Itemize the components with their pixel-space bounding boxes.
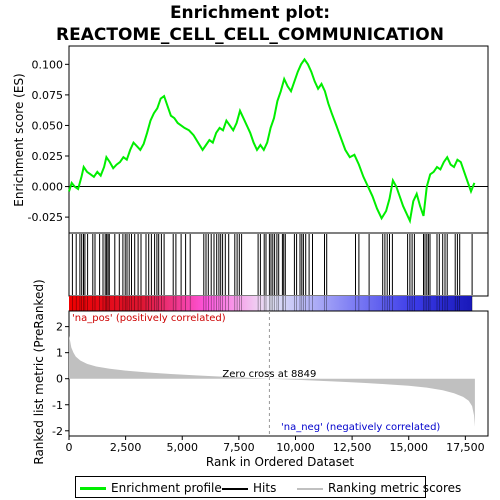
rank-colorbar bbox=[69, 296, 473, 311]
metric-y-tick-label: 0 bbox=[56, 373, 63, 386]
metric-x-tick-label: 17,500 bbox=[446, 441, 485, 454]
metric-y-tick-label: -2 bbox=[52, 425, 63, 438]
legend-profile-label: Enrichment profile bbox=[111, 481, 222, 495]
metric-y-tick-label: 1 bbox=[56, 347, 63, 360]
metric-x-axis: 0 2,500 5,000 7,500 10,000 12,500 15,000 17,500 bbox=[66, 436, 485, 454]
es-panel: -0.025 0.000 0.025 0.050 0.075 0.100 Enrichme… bbox=[12, 45, 489, 234]
legend-item-profile: Enrichment profile bbox=[80, 480, 222, 496]
legend-item-hits: Hits bbox=[222, 480, 276, 496]
es-y-tick-label: 0.100 bbox=[32, 58, 64, 71]
legend-item-metric: Ranking metric scores bbox=[297, 480, 461, 496]
legend-hits-swatch bbox=[222, 487, 248, 490]
metric-y-axis: -2 -1 0 1 2 bbox=[52, 321, 69, 438]
colorbar-hit-markers bbox=[72, 296, 473, 311]
metric-x-tick-label: 2,500 bbox=[110, 441, 142, 454]
metric-x-tick-label: 15,000 bbox=[389, 441, 428, 454]
zero-cross-label: Zero cross at 8849 bbox=[222, 369, 316, 380]
legend-hits-label: Hits bbox=[253, 481, 277, 495]
metric-plot-frame bbox=[68, 310, 489, 437]
es-y-axis-label: Enrichment score (ES) bbox=[12, 73, 26, 206]
colorbar-gradient bbox=[69, 296, 472, 311]
metric-x-tick-label: 7,500 bbox=[223, 441, 255, 454]
es-y-axis: -0.025 0.000 0.025 0.050 0.075 0.100 bbox=[28, 58, 69, 224]
neg-correlated-label: 'na_neg' (negatively correlated) bbox=[281, 422, 440, 433]
es-y-tick-label: 0.050 bbox=[32, 119, 64, 132]
es-y-tick-label: 0.075 bbox=[32, 89, 64, 102]
metric-x-tick-label: 12,500 bbox=[333, 441, 372, 454]
legend-metric-label: Ranking metric scores bbox=[328, 481, 462, 495]
chart-title-line-1: Enrichment plot: bbox=[170, 3, 330, 23]
es-y-tick-label: -0.025 bbox=[28, 211, 63, 224]
hit-markers bbox=[71, 234, 473, 295]
chart-title-line-2: REACTOME_CELL_CELL_COMMUNICATION bbox=[56, 25, 444, 45]
ranking-metric-area bbox=[69, 335, 475, 427]
metric-panel: -2 -1 0 1 2 0 2,500 5,000 7,500 10,000 12,500 15,0… bbox=[32, 279, 489, 469]
legend-metric-swatch bbox=[297, 487, 323, 490]
es-y-tick-label: 0.000 bbox=[32, 181, 64, 194]
hits-panel bbox=[68, 232, 489, 297]
legend-profile-swatch bbox=[80, 487, 106, 490]
es-y-tick-label: 0.025 bbox=[32, 150, 64, 163]
metric-x-tick-label: 0 bbox=[66, 441, 73, 454]
metric-x-axis-label: Rank in Ordered Dataset bbox=[206, 455, 354, 469]
metric-y-tick-label: -1 bbox=[52, 399, 63, 412]
metric-x-tick-label: 10,000 bbox=[276, 441, 315, 454]
enrichment-profile-line bbox=[68, 57, 476, 225]
pos-correlated-label: 'na_pos' (positively correlated) bbox=[72, 313, 226, 324]
metric-y-axis-label: Ranked list metric (PreRanked) bbox=[32, 279, 46, 464]
metric-y-tick-label: 2 bbox=[56, 321, 63, 334]
legend: Enrichment profile Hits Ranking metric s… bbox=[75, 476, 461, 498]
metric-x-tick-label: 5,000 bbox=[166, 441, 198, 454]
